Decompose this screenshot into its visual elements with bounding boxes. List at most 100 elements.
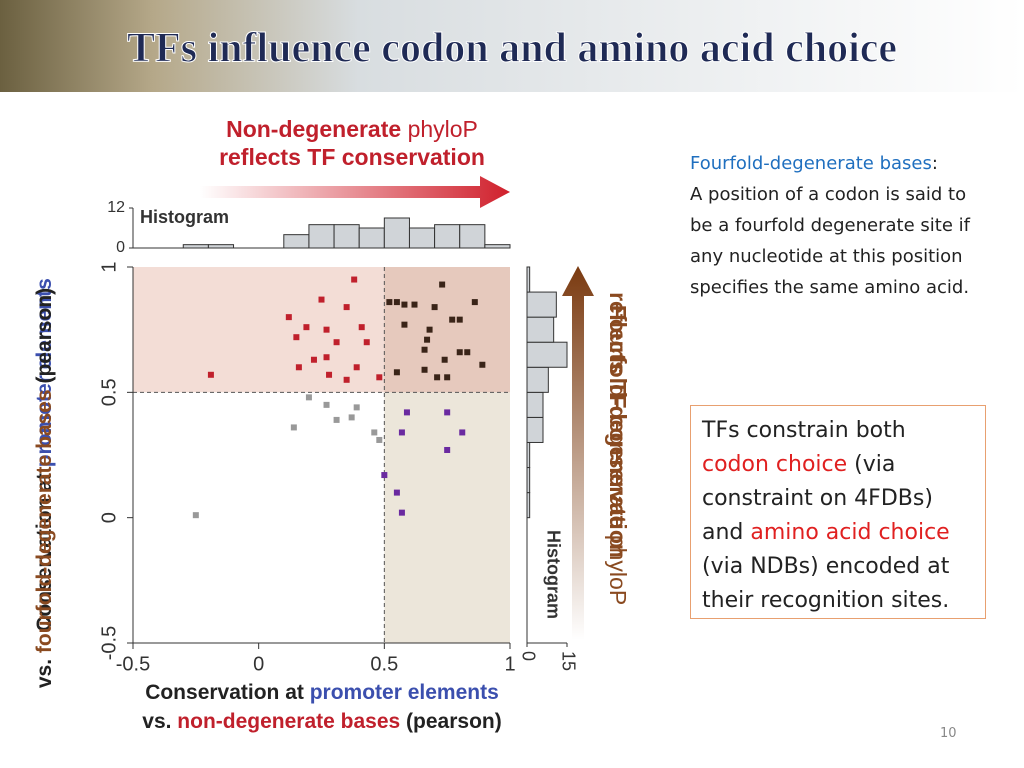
y-axis-label-part: fourfold-degenerate bases — [33, 389, 56, 653]
x-axis-label: Conservation at promoter elements — [145, 681, 499, 704]
point — [305, 394, 312, 401]
definition: Fourfold-degenerate bases: A position of … — [690, 148, 990, 303]
point — [285, 314, 292, 321]
point — [398, 509, 405, 516]
y-axis-label-part: Conservation at — [33, 467, 56, 632]
point — [449, 316, 456, 323]
term: Fourfold-degenerate bases — [690, 153, 932, 174]
histogram-bar — [207, 244, 235, 249]
point — [310, 356, 317, 363]
point — [293, 334, 300, 341]
point — [459, 429, 466, 436]
histogram-bar — [526, 366, 549, 393]
annotation: Non-degenerate phyloP — [226, 116, 478, 142]
point — [393, 299, 400, 306]
x-axis-label-part: vs. — [142, 710, 177, 733]
slide-title: TFs influence codon and amino acid choic… — [127, 26, 897, 72]
x-tick-label: 0.5 — [370, 653, 398, 675]
point — [371, 429, 378, 436]
x-tick-label: 0 — [253, 653, 264, 675]
point — [456, 316, 463, 323]
point — [323, 354, 330, 361]
histogram-bar — [434, 224, 461, 249]
point — [348, 414, 355, 421]
callout-part: amino acid choice — [750, 520, 950, 545]
point — [295, 364, 302, 371]
point — [439, 281, 446, 288]
point — [376, 374, 383, 381]
y-tick-label: 0 — [116, 239, 125, 256]
point — [376, 436, 383, 443]
title-banner — [0, 0, 1024, 92]
point — [192, 512, 199, 519]
y-axis-label: Conservation at promoter elements — [33, 278, 56, 632]
x-tick-label: -0.5 — [116, 653, 150, 675]
point — [426, 326, 433, 333]
callout-part: (via NDBs) encoded at their recognition … — [702, 554, 950, 613]
x-tick-label: 15 — [558, 651, 578, 671]
histogram-bar — [526, 441, 531, 469]
arrow — [562, 266, 594, 640]
x-axis-label-part: Conservation at — [145, 681, 310, 704]
point — [393, 489, 400, 496]
y-axis-label-part: (pearson) — [33, 288, 56, 390]
point — [323, 401, 330, 408]
point — [351, 276, 358, 283]
histogram-label: Histogram — [543, 530, 563, 619]
y-tick-label: 0.5 — [98, 378, 120, 406]
point — [411, 301, 418, 308]
histogram-bar — [526, 492, 531, 519]
annotation: Fourfold-degenerate phyloP — [605, 305, 631, 605]
colon: : — [931, 153, 938, 174]
point — [434, 374, 441, 381]
point — [431, 304, 438, 311]
point — [318, 296, 325, 303]
point — [444, 409, 451, 416]
callout-part: (via constraint on 4FDBs) and — [702, 452, 933, 545]
point — [401, 321, 408, 328]
point — [343, 376, 350, 383]
histogram-bar — [308, 224, 335, 249]
annotation: reflects TF conservation — [605, 292, 631, 558]
y-tick-label: 12 — [107, 199, 125, 216]
annotation-part: phyloP — [401, 116, 478, 142]
point — [456, 349, 463, 356]
annotation-part: reflects TF conservation — [605, 292, 631, 558]
point — [353, 364, 360, 371]
region — [384, 392, 510, 643]
point — [323, 326, 330, 333]
point — [421, 346, 428, 353]
histogram-bar — [383, 217, 410, 249]
x-tick-label: 0 — [518, 651, 538, 661]
point — [421, 366, 428, 373]
annotation-part: Non-degenerate — [226, 116, 401, 142]
annotation-part: Fourfold-degenerate — [605, 305, 631, 529]
y-tick-label: 0 — [98, 512, 120, 523]
point — [358, 324, 365, 331]
x-tick-label: 1 — [504, 653, 515, 675]
callout-part: TFs constrain both — [702, 418, 906, 443]
x-axis-label-part: promoter elements — [310, 681, 499, 704]
point — [393, 369, 400, 376]
histogram-bar — [526, 341, 568, 368]
point — [353, 404, 360, 411]
point — [398, 429, 405, 436]
histogram-bar — [358, 227, 385, 249]
point — [464, 349, 471, 356]
annotation-part: phyloP — [605, 528, 631, 605]
histogram-bar — [182, 244, 209, 249]
point — [303, 324, 310, 331]
histogram-bar — [526, 391, 544, 418]
histogram-bar — [526, 416, 544, 443]
page-number: 10 — [940, 726, 957, 741]
x-axis-label-part: (pearson) — [400, 710, 502, 733]
histogram-bar — [283, 234, 310, 249]
point — [363, 339, 370, 346]
arrow — [200, 176, 510, 208]
annotation: reflects TF conservation — [219, 144, 485, 170]
point — [444, 446, 451, 453]
histogram-bar — [526, 316, 555, 343]
